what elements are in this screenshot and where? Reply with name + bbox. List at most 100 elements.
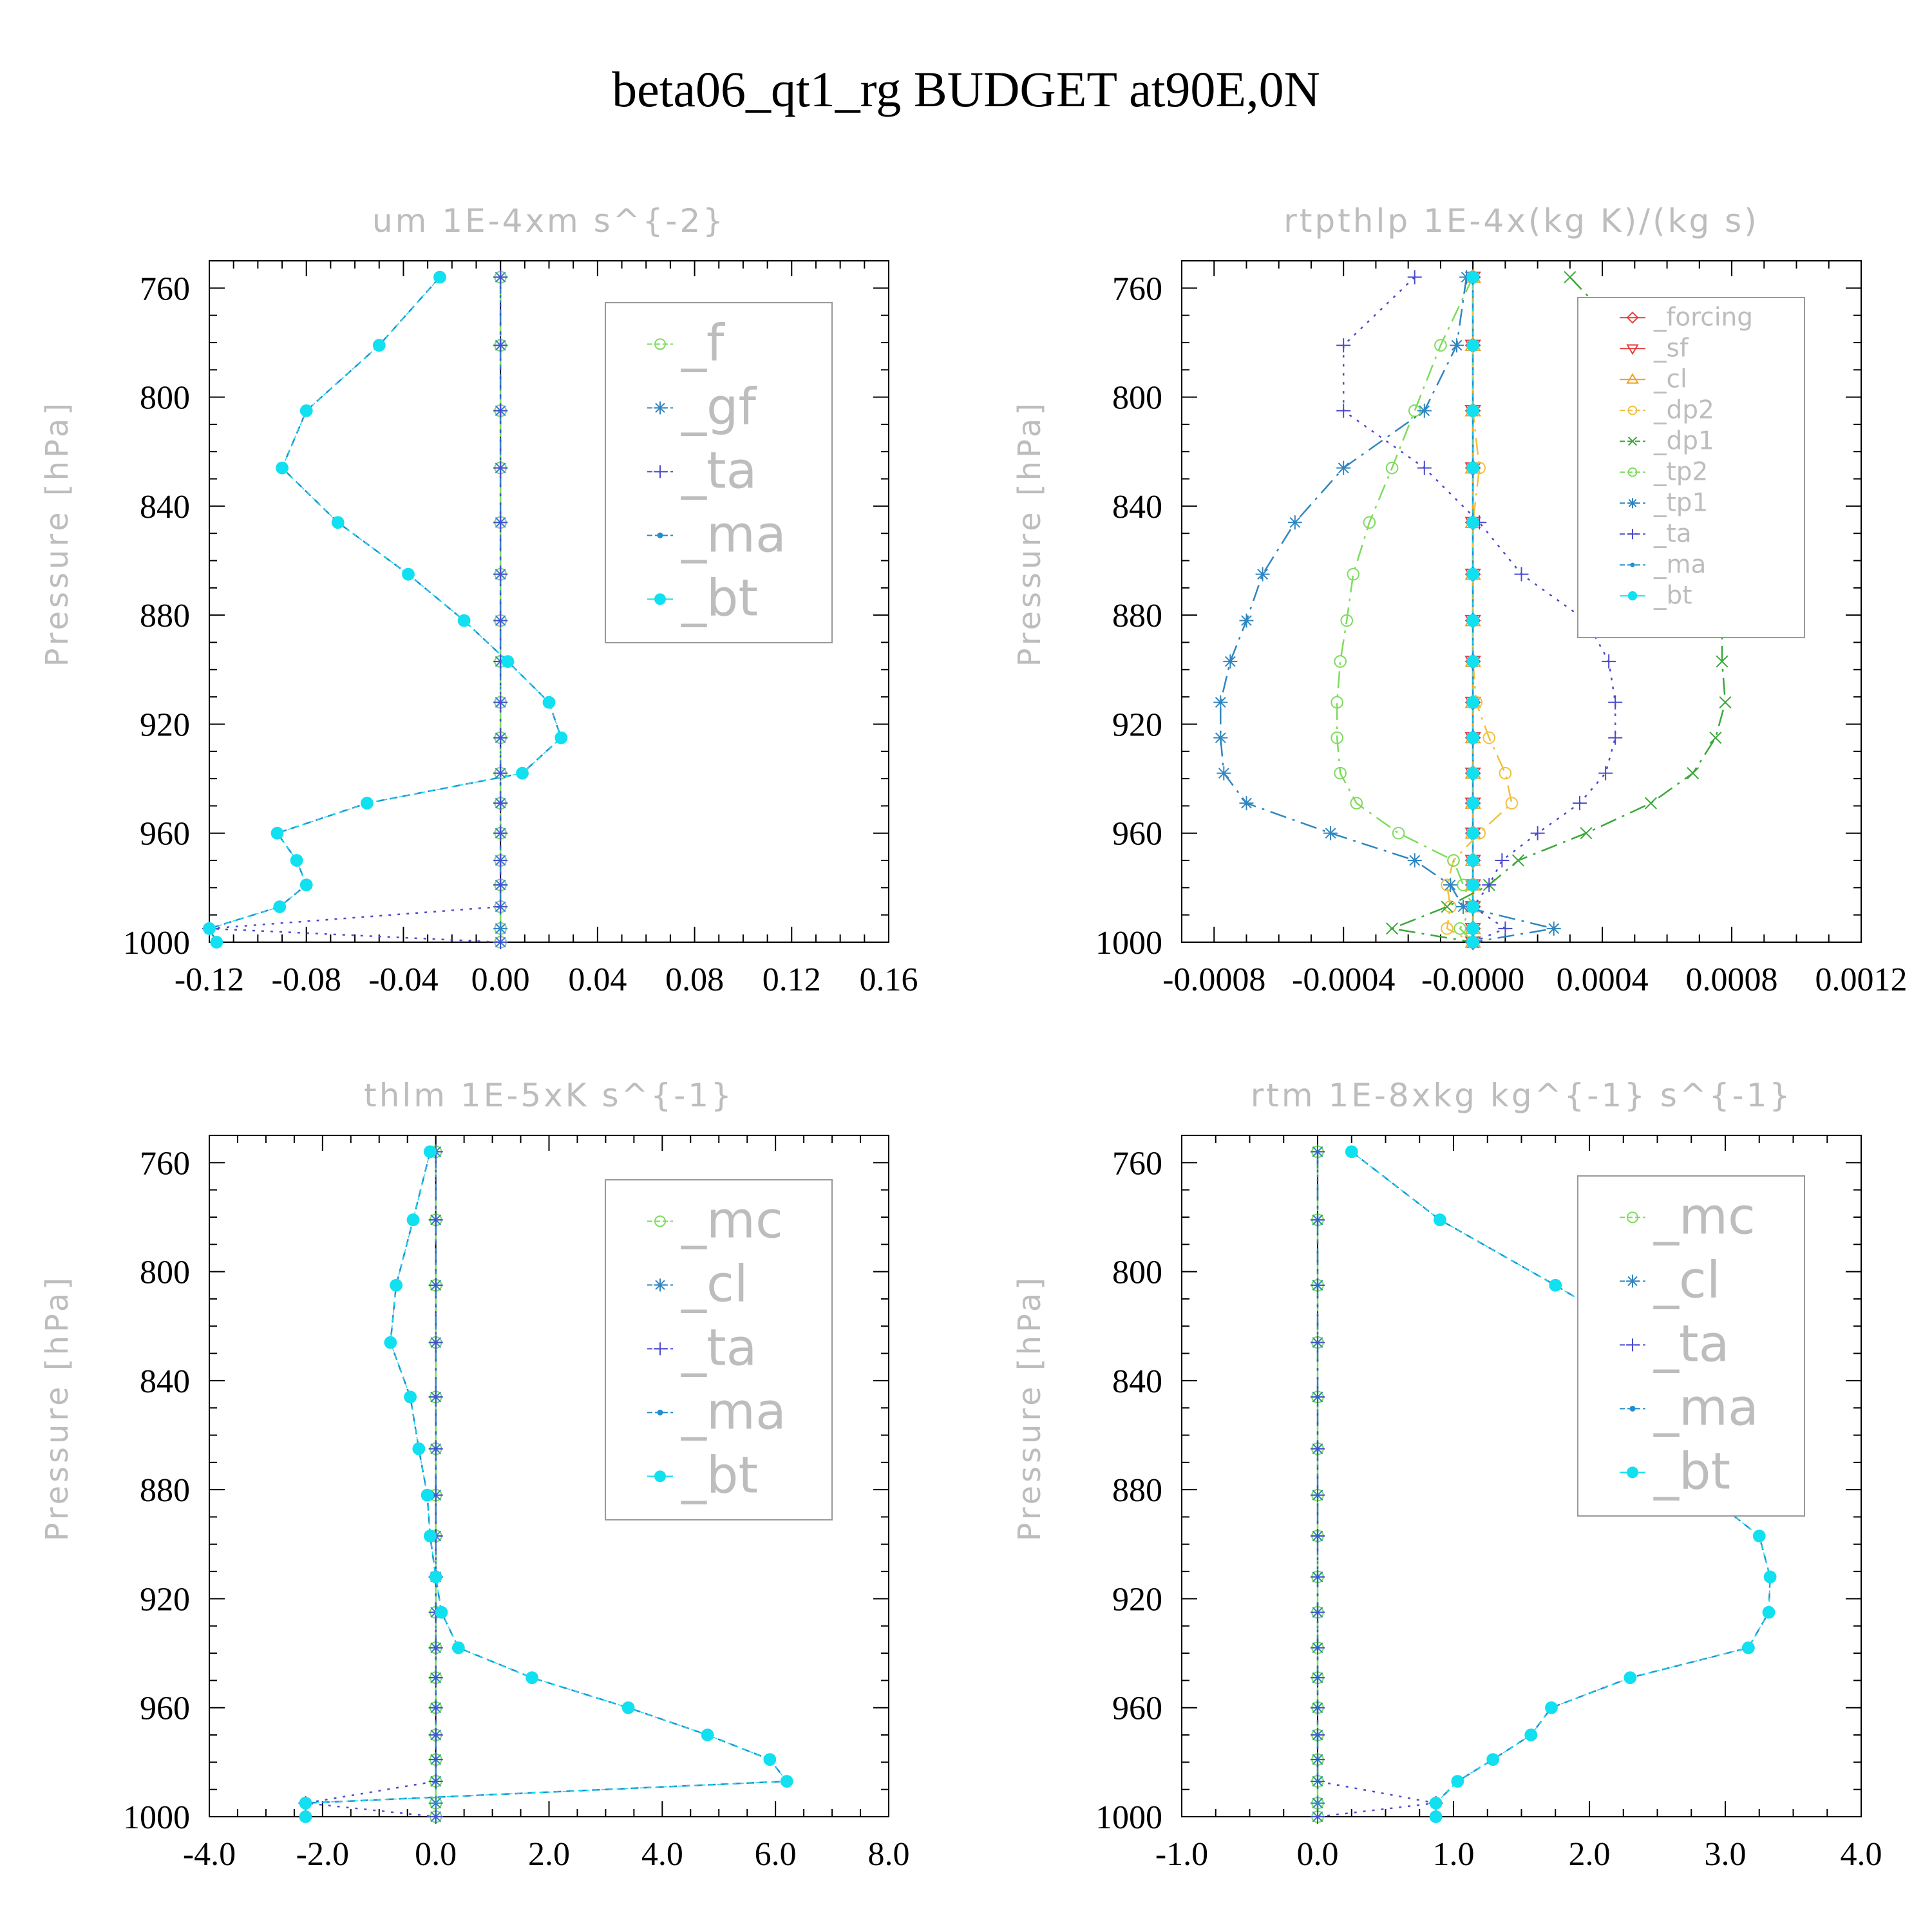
data-point xyxy=(273,900,287,913)
data-point xyxy=(1580,827,1593,840)
data-point xyxy=(429,1570,442,1584)
data-point xyxy=(1429,1796,1443,1810)
data-point xyxy=(1311,1144,1325,1159)
y-tick-label: 1000 xyxy=(1095,1799,1162,1836)
series-line xyxy=(209,277,502,943)
data-point xyxy=(428,1278,443,1293)
data-point xyxy=(361,797,374,810)
y-tick-label: 1000 xyxy=(1095,925,1162,961)
x-tick-label: 0.0008 xyxy=(1686,961,1778,998)
chart-panel-3: thlm 1E-5xK s^{-1} Pressure [hPa] 760 800 84… xyxy=(39,1077,910,1873)
y-tick-label: 1000 xyxy=(123,1799,190,1836)
data-point xyxy=(1323,826,1338,840)
legend-item: _ta xyxy=(1620,1315,1729,1373)
legend-box xyxy=(1577,297,1805,638)
legend-marker xyxy=(654,1215,666,1227)
y-tick-label: 760 xyxy=(1112,1145,1162,1182)
series-dp2 xyxy=(1441,270,1519,949)
data-point xyxy=(1624,1671,1637,1685)
data-point xyxy=(1608,695,1623,710)
data-point xyxy=(433,270,446,284)
panel-title: um 1E-4xm s^{-2} xyxy=(372,202,726,240)
x-tick-label: 2.0 xyxy=(528,1836,570,1873)
series-ta xyxy=(202,270,508,949)
legend-item: _ma xyxy=(647,1383,786,1441)
data-point xyxy=(210,936,223,949)
data-point xyxy=(493,826,508,840)
data-point xyxy=(299,1796,312,1810)
data-point xyxy=(493,899,508,914)
data-point xyxy=(1331,696,1343,709)
y-tick-label: 1000 xyxy=(123,925,190,961)
y-axis-label: Pressure [hPa] xyxy=(1012,400,1048,667)
data-point xyxy=(299,1810,312,1823)
y-axis-label: Pressure [hPa] xyxy=(1012,1274,1048,1541)
data-point xyxy=(493,338,508,353)
data-point xyxy=(1466,404,1480,417)
legend-item: _bt xyxy=(647,569,758,627)
data-point xyxy=(428,1810,443,1824)
data-point xyxy=(493,515,508,530)
legend-item: _cl xyxy=(647,1255,748,1313)
legend-label: _ta xyxy=(1653,1315,1729,1373)
data-point xyxy=(435,1605,448,1619)
x-tick-label: 0.16 xyxy=(860,961,918,998)
x-tick-label: 1.0 xyxy=(1433,1836,1475,1873)
legend-label: _forcing xyxy=(1653,303,1753,332)
legend: _forcing_sf_cl_dp2_dp1_tp2_tp1_ta_ma_bt xyxy=(1577,297,1805,638)
y-axis-label: Pressure [hPa] xyxy=(39,1274,75,1541)
legend-marker xyxy=(654,1278,667,1292)
series-tp2 xyxy=(1331,270,1479,949)
data-point xyxy=(428,1441,443,1456)
y-tick-label: 760 xyxy=(1112,270,1162,307)
x-tick-label: 2.0 xyxy=(1569,1836,1611,1873)
legend-marker xyxy=(1627,529,1638,540)
data-point xyxy=(428,1640,443,1655)
legend-item: _ta xyxy=(647,442,757,500)
data-point xyxy=(542,696,556,709)
data-point xyxy=(1545,1701,1558,1714)
data-point xyxy=(621,1701,635,1714)
x-tick-label: -0.08 xyxy=(272,961,341,998)
data-point xyxy=(1311,1700,1325,1715)
data-point xyxy=(1334,655,1347,668)
data-point xyxy=(1466,936,1480,949)
legend-item: _f xyxy=(647,314,725,372)
data-point xyxy=(501,655,515,668)
data-point xyxy=(1499,766,1512,780)
legend-marker xyxy=(1626,1338,1639,1352)
data-point xyxy=(1687,767,1700,780)
data-point xyxy=(1466,567,1480,581)
data-point xyxy=(1255,567,1270,582)
data-point xyxy=(1598,766,1613,781)
data-point xyxy=(1546,921,1561,936)
y-tick-label: 920 xyxy=(140,1581,190,1618)
data-point xyxy=(1719,696,1732,709)
data-point xyxy=(1311,1605,1325,1620)
data-point xyxy=(1741,1641,1755,1654)
legend-item: _cl xyxy=(1620,1251,1721,1309)
series-line xyxy=(1388,276,1759,943)
series-bt xyxy=(299,1145,793,1823)
x-tick-label: -0.0000 xyxy=(1421,961,1524,998)
legend-label: _ta xyxy=(681,442,757,500)
data-point xyxy=(1311,1671,1325,1685)
x-tick-label: -2.0 xyxy=(296,1836,349,1873)
legend-item: _ta xyxy=(1620,520,1692,549)
legend-marker xyxy=(1629,1405,1636,1412)
legend-item: _tp2 xyxy=(1620,458,1708,487)
legend-label: _tp1 xyxy=(1653,489,1708,518)
x-tick-label: 0.0012 xyxy=(1815,961,1908,998)
legend-marker xyxy=(1626,311,1639,324)
legend-item: _sf xyxy=(1620,334,1689,363)
series-line xyxy=(1316,1151,1436,1818)
data-point xyxy=(1716,655,1728,668)
legend-label: _bt xyxy=(1653,1443,1730,1501)
data-point xyxy=(493,853,508,868)
data-point xyxy=(1486,1753,1500,1766)
series-ta xyxy=(1311,1144,1443,1824)
data-point xyxy=(372,339,386,352)
data-point xyxy=(493,766,508,781)
panel-title: rtpthlp 1E-4x(kg K)/(kg s) xyxy=(1283,202,1759,240)
series-line xyxy=(1446,277,1513,943)
